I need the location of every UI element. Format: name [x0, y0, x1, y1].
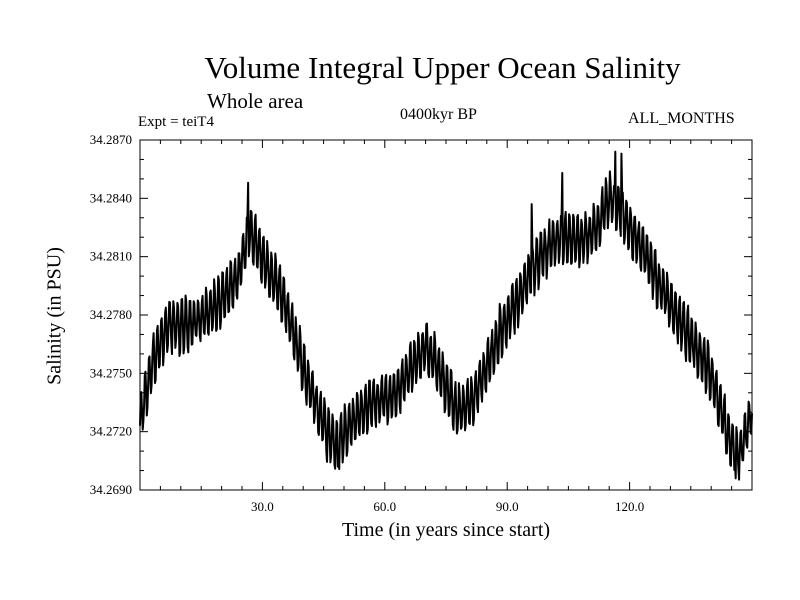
plot-frame	[139, 139, 753, 491]
x-tick-label: 90.0	[496, 499, 519, 514]
chart-title: Volume Integral Upper Ocean Salinity	[204, 50, 681, 85]
salinity-series-line	[139, 150, 753, 481]
x-tick-label: 30.0	[251, 499, 274, 514]
period-label: 0400kyr BP	[400, 106, 477, 123]
y-tick-label: 34.2870	[90, 132, 132, 147]
y-tick-label: 34.2780	[90, 307, 132, 322]
axes-layer: 34.2690 34.2720 34.2750 34.2780 34.2810 34.28…	[90, 132, 753, 514]
experiment-label: Expt = teiT4	[138, 114, 214, 130]
series-layer	[139, 150, 753, 481]
y-tick-label: 34.2810	[90, 249, 132, 264]
y-tick-label: 34.2750	[90, 365, 132, 380]
months-label: ALL_MONTHS	[628, 110, 735, 127]
y-tick-label: 34.2690	[90, 482, 132, 497]
y-tick-label: 34.2840	[90, 190, 132, 205]
chart-subtitle: Whole area	[207, 89, 304, 113]
x-tick-label: 120.0	[615, 499, 644, 514]
x-axis-label: Time (in years since start)	[341, 519, 551, 541]
y-tick-label: 34.2720	[90, 424, 132, 439]
x-tick-label: 60.0	[373, 499, 396, 514]
